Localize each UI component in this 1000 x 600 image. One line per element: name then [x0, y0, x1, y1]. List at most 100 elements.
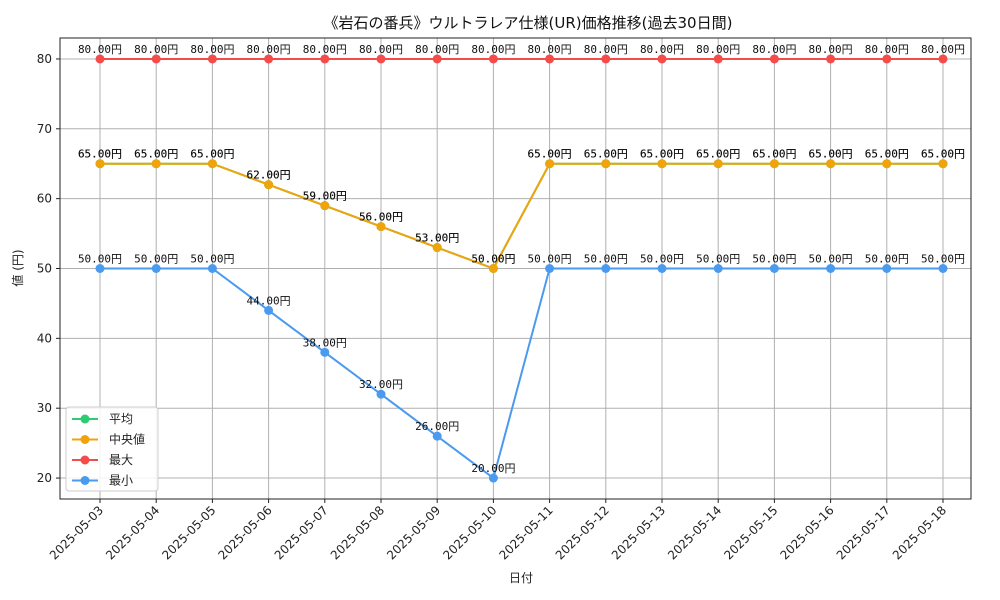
chart-title: 《岩石の番兵》ウルトラレア仕様(UR)価格推移(過去30日間) [324, 14, 733, 32]
data-label: 65.00円 [640, 148, 684, 161]
data-point [769, 264, 779, 273]
data-point [601, 159, 611, 169]
data-point [545, 54, 555, 64]
data-label: 56.00円 [359, 211, 403, 224]
data-point [713, 159, 723, 169]
data-label: 50.00円 [471, 253, 515, 266]
data-label: 26.00円 [415, 420, 459, 433]
legend-label: 最大 [109, 453, 133, 467]
data-point [151, 54, 161, 64]
data-point [264, 305, 274, 315]
data-point [95, 54, 105, 64]
y-tick-label: 60 [37, 192, 52, 206]
data-label: 53.00円 [415, 232, 459, 245]
data-point [376, 389, 386, 399]
data-point [376, 54, 386, 64]
data-label: 59.00円 [303, 190, 347, 203]
series-line [100, 267, 943, 480]
data-label: 50.00円 [528, 253, 572, 266]
data-point [488, 473, 498, 483]
series-line [100, 162, 943, 270]
data-label: 80.00円 [528, 43, 572, 56]
x-tick-label: 2025-05-18 [890, 503, 949, 562]
legend-item: 最小 [72, 474, 133, 488]
legend-item: 最大 [72, 453, 133, 467]
data-label: 44.00円 [247, 294, 291, 307]
data-point [938, 264, 948, 273]
data-label: 50.00円 [752, 253, 796, 266]
legend-label: 中央値 [109, 432, 145, 447]
data-label: 53.00円 [415, 232, 459, 245]
data-point [264, 54, 274, 64]
data-point [826, 264, 836, 273]
legend-swatch-marker [80, 455, 90, 465]
legend-box [65, 406, 159, 492]
data-label: 56.00円 [359, 211, 403, 224]
data-point [601, 264, 611, 273]
data-label: 65.00円 [528, 148, 572, 161]
y-tick-label: 20 [37, 471, 52, 485]
data-label: 50.00円 [865, 253, 909, 266]
data-point [882, 264, 892, 273]
data-label: 80.00円 [134, 43, 178, 56]
data-label: 65.00円 [865, 148, 909, 161]
data-label: 38.00円 [303, 336, 347, 349]
data-label: 50.00円 [640, 253, 684, 266]
data-label: 62.00円 [247, 169, 291, 182]
data-label: 80.00円 [584, 43, 628, 56]
data-point [938, 159, 948, 169]
data-label: 65.00円 [640, 148, 684, 161]
data-label: 32.00円 [359, 378, 403, 391]
data-label: 80.00円 [78, 43, 122, 56]
data-point [207, 264, 217, 273]
data-label: 65.00円 [584, 148, 628, 161]
data-label: 20.00円 [471, 462, 515, 475]
data-label: 65.00円 [78, 148, 122, 161]
data-label: 65.00円 [190, 148, 234, 161]
data-label: 80.00円 [415, 43, 459, 56]
x-tick-label: 2025-05-17 [834, 503, 893, 562]
data-label: 50.00円 [921, 253, 965, 266]
data-label: 80.00円 [303, 43, 347, 56]
data-label: 65.00円 [134, 148, 178, 161]
data-label: 65.00円 [752, 148, 796, 161]
data-point [713, 264, 723, 273]
series-最大 [95, 54, 948, 64]
data-point [882, 159, 892, 169]
x-tick-label: 2025-05-06 [216, 503, 275, 562]
data-point [545, 264, 555, 273]
series-最小 [95, 264, 948, 483]
data-label: 65.00円 [190, 148, 234, 161]
data-point [264, 180, 274, 190]
data-label: 50.00円 [134, 253, 178, 266]
data-label: 65.00円 [696, 148, 740, 161]
x-tick-label: 2025-05-16 [778, 503, 837, 562]
data-label: 80.00円 [752, 43, 796, 56]
y-tick-label: 40 [37, 331, 52, 345]
x-tick-label: 2025-05-12 [553, 503, 612, 562]
data-point [207, 159, 217, 169]
y-tick-label: 70 [37, 122, 52, 136]
data-labels: 65.00円 65.00円 65.00円 62.00円 59.00円 56.00円 53.0… [78, 43, 965, 475]
data-label: 80.00円 [809, 43, 853, 56]
data-point [320, 54, 330, 64]
x-axis-label: 日付 [509, 571, 533, 585]
legend-item: 中央値 [72, 432, 145, 447]
y-axis: 20 30 40 50 60 70 80 [37, 52, 60, 485]
data-label: 80.00円 [640, 43, 684, 56]
data-label: 80.00円 [190, 43, 234, 56]
data-label: 50.00円 [696, 253, 740, 266]
x-tick-label: 2025-05-13 [609, 503, 668, 562]
data-label: 65.00円 [528, 148, 572, 161]
data-label: 50.00円 [78, 253, 122, 266]
data-label: 80.00円 [696, 43, 740, 56]
x-tick-label: 2025-05-08 [328, 503, 387, 562]
x-axis: 2025-05-032025-05-042025-05-052025-05-06… [47, 499, 949, 562]
legend-swatch-marker [80, 414, 90, 424]
data-label: 65.00円 [809, 148, 853, 161]
data-label: 50.00円 [584, 253, 628, 266]
series-中央値 [95, 159, 948, 273]
y-tick-label: 80 [37, 52, 52, 66]
